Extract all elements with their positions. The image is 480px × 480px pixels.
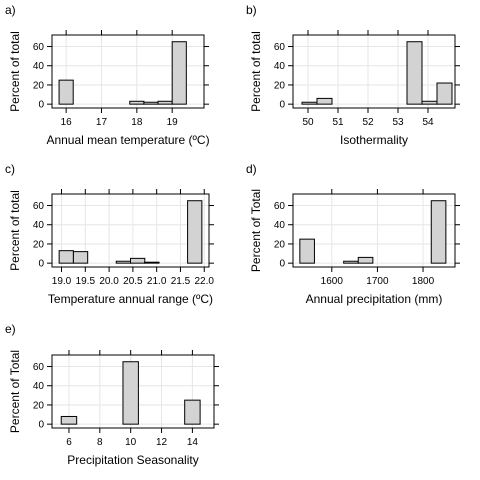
- histogram-bar: [406, 41, 423, 105]
- histogram-bar: [316, 97, 333, 105]
- histogram-bar: [143, 101, 159, 105]
- y-tick-label: 0: [279, 259, 285, 270]
- histogram-panel-2: 50 51 52 53 54 0 20 40 60 Isothermality Percent of…: [246, 3, 460, 147]
- histogram-bar: [187, 200, 203, 264]
- histogram-panel-4: 1600 1700 1800 0 20 40 60 Annual precipitation …: [246, 162, 460, 306]
- x-tick-label: 17: [96, 117, 108, 128]
- histogram-bar: [171, 41, 187, 105]
- y-tick-label: 60: [33, 42, 45, 53]
- y-axis-title: Percent of total: [8, 190, 22, 271]
- histogram-panel-1: 16 17 18 19 0 20 40 60 Annual mean temperature (…: [5, 3, 210, 147]
- histogram-bar: [130, 257, 146, 264]
- y-tick-label: 40: [274, 61, 286, 72]
- x-tick-label: 1800: [412, 276, 435, 287]
- y-tick-label: 40: [33, 381, 45, 392]
- y-axis-title: Percent of Total: [249, 189, 263, 272]
- histogram-bar: [58, 250, 74, 264]
- panel-letter: b): [246, 3, 257, 17]
- y-axis-title: Percent of total: [8, 31, 22, 112]
- x-tick-label: 20.5: [123, 276, 143, 287]
- x-tick-label: 18: [131, 117, 143, 128]
- y-tick-label: 20: [33, 239, 45, 250]
- panel-letter: e): [5, 322, 16, 336]
- x-tick-label: 22.0: [195, 276, 215, 287]
- histogram-bar: [436, 82, 453, 105]
- histogram-panel-3: 19.0 19.5 20.0 20.5 21.0 21.5 22.0 0 20 40 60 Tempe…: [5, 162, 214, 306]
- x-tick-label: 14: [187, 437, 199, 448]
- y-axis-title: Percent of total: [249, 31, 263, 112]
- y-tick-label: 20: [274, 80, 286, 91]
- x-tick-label: 20.0: [99, 276, 119, 287]
- histogram-bar: [421, 100, 438, 105]
- y-tick-label: 0: [38, 100, 44, 111]
- panel-frame: [292, 193, 456, 268]
- histogram-bar: [122, 361, 139, 425]
- panel-letter: c): [5, 162, 15, 176]
- histogram-bar: [301, 101, 318, 105]
- x-tick-label: 21.0: [147, 276, 167, 287]
- x-tick-label: 21.5: [171, 276, 191, 287]
- y-tick-label: 40: [274, 220, 286, 231]
- histogram-bar: [184, 399, 201, 425]
- histogram-bar: [157, 100, 173, 105]
- x-tick-label: 52: [362, 117, 374, 128]
- x-tick-label: 53: [392, 117, 404, 128]
- panel-letter: a): [5, 3, 16, 17]
- y-tick-label: 20: [33, 80, 45, 91]
- histogram-bar: [299, 238, 315, 264]
- x-axis-title: Annual precipitation (mm): [306, 292, 443, 306]
- panel-letter: d): [246, 162, 257, 176]
- x-tick-label: 8: [97, 437, 103, 448]
- histogram-bar: [129, 100, 145, 105]
- panel-frame: [51, 193, 210, 268]
- x-tick-label: 50: [302, 117, 314, 128]
- y-tick-label: 40: [33, 61, 45, 72]
- histogram-bar: [115, 260, 131, 264]
- x-axis-title: Isothermality: [340, 133, 408, 147]
- x-tick-label: 19: [167, 117, 179, 128]
- histogram-bar: [58, 79, 74, 105]
- y-tick-label: 60: [274, 201, 286, 212]
- panel-frame: [292, 34, 456, 109]
- histogram-bar: [144, 261, 160, 264]
- x-tick-label: 10: [125, 437, 137, 448]
- x-tick-label: 19.5: [76, 276, 96, 287]
- x-tick-label: 19.0: [52, 276, 72, 287]
- y-tick-label: 0: [279, 100, 285, 111]
- histogram-bar: [72, 251, 89, 264]
- histogram-bar: [343, 260, 359, 264]
- histogram-bar: [357, 256, 374, 264]
- x-tick-label: 16: [61, 117, 73, 128]
- x-tick-label: 1700: [366, 276, 389, 287]
- y-tick-label: 40: [33, 220, 45, 231]
- x-axis-title: Precipitation Seasonality: [67, 453, 198, 467]
- histogram-bar: [60, 415, 78, 425]
- y-tick-label: 20: [33, 400, 45, 411]
- y-tick-label: 0: [38, 259, 44, 270]
- x-tick-label: 6: [66, 437, 72, 448]
- y-tick-label: 20: [274, 239, 286, 250]
- y-tick-label: 0: [38, 420, 44, 431]
- y-tick-label: 60: [33, 362, 45, 373]
- x-axis-title: Annual mean temperature (ºC): [46, 133, 209, 147]
- x-tick-label: 12: [156, 437, 168, 448]
- histogram-bar: [430, 200, 447, 264]
- x-axis-title: Temperature annual range (ºC): [48, 292, 213, 306]
- histogram-panel-5: 6 8 10 12 14 0 20 40 60 Precipitation Seasonality…: [5, 322, 219, 467]
- y-axis-title: Percent of Total: [8, 350, 22, 433]
- y-tick-label: 60: [33, 201, 45, 212]
- y-tick-label: 60: [274, 42, 286, 53]
- x-tick-label: 51: [332, 117, 344, 128]
- panel-frame: [51, 34, 205, 109]
- x-tick-label: 54: [422, 117, 434, 128]
- x-tick-label: 1600: [321, 276, 344, 287]
- panel-frame: [51, 354, 215, 429]
